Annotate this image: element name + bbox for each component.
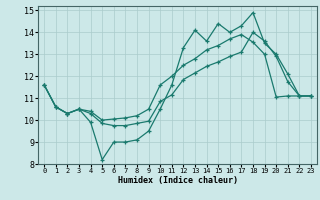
X-axis label: Humidex (Indice chaleur): Humidex (Indice chaleur) [118,176,238,185]
